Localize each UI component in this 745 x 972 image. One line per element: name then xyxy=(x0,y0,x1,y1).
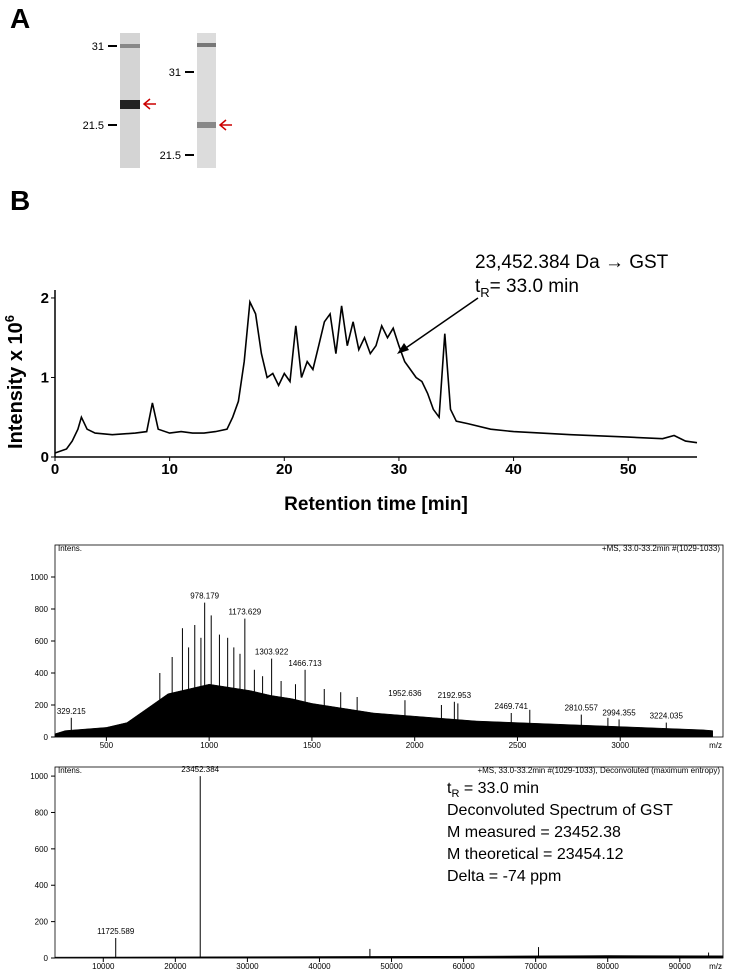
marker-label: 21.5 xyxy=(83,120,104,132)
y-axis-label: Intens. xyxy=(58,544,82,553)
x-axis-label: m/z xyxy=(709,741,722,750)
chromatogram-line xyxy=(54,298,698,454)
x-tick-label: 30000 xyxy=(236,962,259,971)
gel-1: 31 21.5 xyxy=(83,33,156,168)
peak-label: 3224.035 xyxy=(650,712,684,721)
y-axis-label-exponent: 6 xyxy=(2,315,17,322)
note: M measured = 23452.38 xyxy=(447,824,621,841)
peak-label: 23452.384 xyxy=(181,765,219,774)
x-tick-label: 10000 xyxy=(92,962,115,971)
y-tick-label: 200 xyxy=(35,918,49,927)
x-tick-label: 50000 xyxy=(380,962,403,971)
marker-label: 31 xyxy=(92,41,104,53)
y-tick-label: 800 xyxy=(35,808,49,817)
x-tick-label: 500 xyxy=(100,741,114,750)
x-tick-label: 20000 xyxy=(164,962,187,971)
peak-label: 2994.355 xyxy=(602,708,636,717)
peak-label: 2192.953 xyxy=(438,691,472,700)
x-tick-label: 40 xyxy=(505,461,522,478)
peak-label: 1466.713 xyxy=(288,659,322,668)
annotation: tR= 33.0 min xyxy=(475,276,579,300)
peak-label: 329.215 xyxy=(57,707,86,716)
y-tick-label: 1 xyxy=(41,369,49,386)
note-text: = 33.0 min xyxy=(459,780,539,797)
y-axis-label: Intensity x 106 xyxy=(2,315,27,449)
x-tick-label: 70000 xyxy=(525,962,548,971)
y-tick-label: 800 xyxy=(35,605,49,614)
panel-label: A xyxy=(10,3,30,34)
annotation-arrow xyxy=(397,297,479,354)
panel-label: B xyxy=(10,185,30,216)
notes: Deconvoluted Spectrum of GST M measured =… xyxy=(447,802,673,885)
y-tick-label: 1000 xyxy=(30,772,48,781)
note: Delta = -74 ppm xyxy=(447,868,561,885)
x-tick-label: 0 xyxy=(51,461,59,478)
peak-label: 1303.922 xyxy=(255,648,289,657)
x-tick-label: 3000 xyxy=(611,741,629,750)
x-tick-label: 10 xyxy=(161,461,178,478)
y-axis-label-text: Intensity x 10 xyxy=(5,322,27,449)
x-axis-label: Retention time [min] xyxy=(284,494,468,515)
marker-label: 21.5 xyxy=(160,150,181,162)
y-tick-label: 400 xyxy=(35,669,49,678)
spectrum-header: +MS, 33.0-33.2min #(1029-1033) xyxy=(602,544,720,553)
note: tR = 33.0 min xyxy=(447,780,539,800)
x-tick-label: 80000 xyxy=(597,962,620,971)
y-tick-label: 600 xyxy=(35,637,49,646)
y-tick-label: 1000 xyxy=(30,573,48,582)
peak-label: 1952.636 xyxy=(388,689,422,698)
x-tick-label: 50 xyxy=(620,461,637,478)
note-text: t xyxy=(447,780,452,797)
y-tick-label: 0 xyxy=(41,449,49,466)
peak-label: 1173.629 xyxy=(228,608,261,617)
spectrum-envelope xyxy=(54,955,724,959)
marker-label: 31 xyxy=(169,67,181,79)
peak-label: 11725.589 xyxy=(97,927,135,936)
peak-label: 2810.557 xyxy=(565,704,599,713)
x-tick-label: 60000 xyxy=(452,962,475,971)
x-tick-label: 40000 xyxy=(308,962,331,971)
y-tick-label: 0 xyxy=(44,733,49,742)
x-tick-label: 30 xyxy=(391,461,408,478)
gel-2: 31 21.5 xyxy=(160,33,232,168)
x-tick-label: 1500 xyxy=(303,741,321,750)
annotation: 23,452.384 Da → GST xyxy=(475,252,669,273)
x-tick-label: 20 xyxy=(276,461,293,478)
x-tick-label: 90000 xyxy=(669,962,692,971)
note-sub: R xyxy=(451,788,459,800)
peak-label: 978.179 xyxy=(190,592,219,601)
y-tick-label: 400 xyxy=(35,881,49,890)
peak-label: 2469.741 xyxy=(495,702,529,711)
x-tick-label: 1000 xyxy=(200,741,218,750)
spectrum-header: +MS, 33.0-33.2min #(1029-1033), Deconvol… xyxy=(477,766,720,775)
annotation-sub: R xyxy=(480,285,489,300)
y-tick-label: 0 xyxy=(44,954,49,963)
y-axis-label: Intens. xyxy=(58,766,82,775)
note: M theoretical = 23454.12 xyxy=(447,846,624,863)
x-tick-label: 2000 xyxy=(406,741,424,750)
x-tick-label: 2500 xyxy=(509,741,527,750)
annotation-text: = 33.0 min xyxy=(490,276,579,297)
y-tick-label: 2 xyxy=(41,290,49,307)
y-tick-label: 600 xyxy=(35,845,49,854)
x-axis-label: m/z xyxy=(709,962,722,971)
y-tick-label: 200 xyxy=(35,701,49,710)
note: Deconvoluted Spectrum of GST xyxy=(447,802,673,819)
annotation-text: t xyxy=(475,276,481,297)
